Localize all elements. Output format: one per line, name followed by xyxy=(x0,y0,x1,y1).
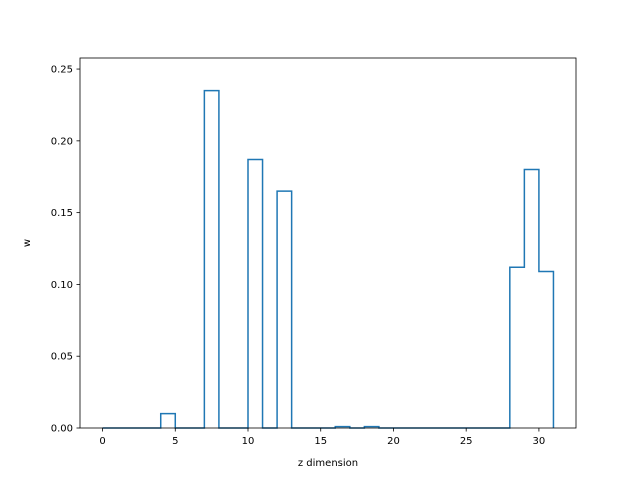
y-tick-label: 0.05 xyxy=(51,352,73,363)
x-axis: 0 5 10 15 20 25 30 xyxy=(99,428,545,447)
x-tick-label: 10 xyxy=(242,436,255,447)
y-tick-label: 0.20 xyxy=(51,136,73,147)
x-tick-label: 0 xyxy=(99,436,105,447)
x-tick-label: 25 xyxy=(460,436,473,447)
y-axis-label: w xyxy=(22,239,33,247)
y-tick-label: 0.00 xyxy=(51,424,73,435)
x-tick-label: 15 xyxy=(314,436,327,447)
plot-frame xyxy=(79,57,577,429)
y-tick-label: 0.15 xyxy=(51,208,73,219)
x-tick-label: 20 xyxy=(387,436,400,447)
y-tick-label: 0.25 xyxy=(51,65,73,76)
x-axis-label: z dimension xyxy=(298,458,358,469)
x-tick-label: 30 xyxy=(533,436,546,447)
x-tick-label: 5 xyxy=(172,436,178,447)
y-tick-label: 0.10 xyxy=(51,280,73,291)
plot-area xyxy=(80,58,576,428)
y-axis: 0.00 0.05 0.10 0.15 0.20 0.25 xyxy=(51,65,80,435)
